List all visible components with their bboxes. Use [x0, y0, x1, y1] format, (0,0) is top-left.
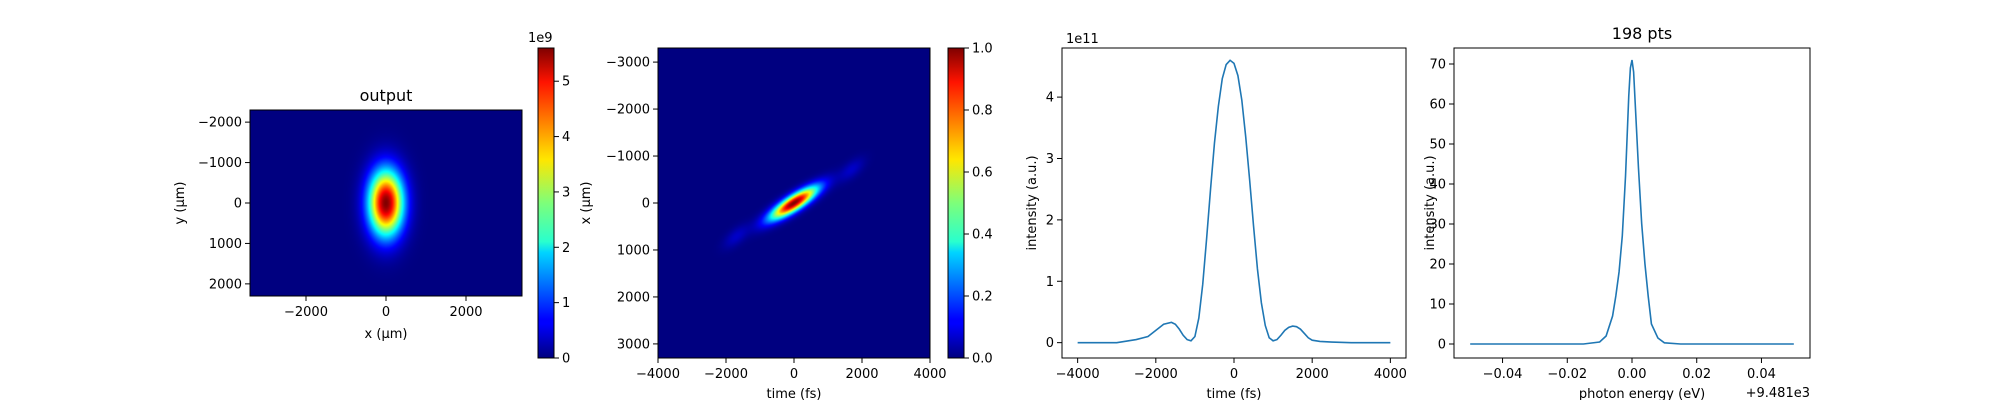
colorbar-tick-label: 0.6 [972, 166, 993, 181]
x-tick-label: 0.00 [1618, 367, 1647, 382]
colorbar-tick-label: 0.0 [972, 352, 993, 367]
y-tick-label: 20 [1429, 258, 1446, 273]
y-tick-label: 3000 [617, 337, 650, 352]
x-tick-label: 2000 [1296, 367, 1329, 382]
panel-time-intensity: −4000 −2000 0 2000 4000 0 1 2 3 4 1e11 time (fs)… [1025, 32, 1407, 400]
colorbar-tick-label: 0 [562, 352, 570, 367]
x-tick-label: 4000 [913, 367, 946, 382]
x-tick-label: −0.02 [1547, 367, 1587, 382]
panel2-y-ticks: −3000 −2000 −1000 0 1000 2000 3000 [606, 56, 658, 352]
x-tick-label: −2000 [704, 367, 748, 382]
panel-spectrum: 198 pts −0.04 −0.02 0.00 0.02 0.04 0 10 20 30 40… [1423, 24, 1811, 400]
panel4-x-ticks: −0.04 −0.02 0.00 0.02 0.04 [1483, 358, 1776, 382]
colorbar-tick-label: 5 [562, 75, 570, 90]
y-tick-label: 0 [1438, 338, 1446, 353]
x-tick-label: 4000 [1374, 367, 1407, 382]
x-tick-label: 0 [790, 367, 798, 382]
panel3-ylabel: intensity (a.u.) [1025, 155, 1040, 250]
panel2-xlabel: time (fs) [767, 387, 822, 400]
y-tick-label: 0 [642, 197, 650, 212]
panel3-x-ticks: −4000 −2000 0 2000 4000 [1056, 358, 1407, 382]
y-tick-label: 0 [1046, 336, 1054, 351]
colorbar-tick-label: 2 [562, 241, 570, 256]
colorbar2 [947, 47, 965, 359]
y-tick-label: 40 [1429, 178, 1446, 193]
colorbar-tick-label: 1.0 [972, 42, 993, 57]
y-tick-label: 3 [1046, 152, 1054, 167]
panel2-x-ticks: −4000 −2000 0 2000 4000 [636, 358, 947, 382]
output-beam-image [250, 110, 522, 296]
y-tick-label: −2000 [606, 103, 650, 118]
y-tick-label: 2 [1046, 213, 1054, 228]
panel4-y-ticks: 0 10 20 30 40 50 60 70 [1429, 58, 1454, 353]
x-tick-label: 0.04 [1747, 367, 1776, 382]
panel1-title: output [360, 86, 413, 105]
x-tick-label: −2000 [1134, 367, 1178, 382]
colorbar1 [537, 47, 555, 359]
y-tick-label: 2000 [209, 277, 242, 292]
x-tick-label: 0 [382, 305, 390, 320]
x-tick-label: −4000 [636, 367, 680, 382]
panel3-frame [1061, 47, 1407, 359]
y-tick-label: −1000 [198, 156, 242, 171]
x-tick-label: −0.04 [1483, 367, 1523, 382]
x-tick-label: −2000 [284, 305, 328, 320]
spectrum-line [1470, 59, 1794, 345]
x-tick-label: 2000 [449, 305, 482, 320]
panel3-y-ticks: 0 1 2 3 4 [1046, 91, 1062, 351]
panel4-xlabel: photon energy (eV) [1579, 387, 1705, 400]
panel4-offset-text: +9.481e3 [1746, 386, 1810, 400]
x-tick-label: 0.02 [1682, 367, 1711, 382]
colorbar1-offset-text: 1e9 [528, 31, 553, 46]
colorbar-tick-label: 4 [562, 130, 570, 145]
panel3-offset-text: 1e11 [1066, 32, 1099, 47]
panel4-frame [1453, 47, 1811, 359]
time-intensity-line [1077, 59, 1391, 344]
panel1-x-ticks: −2000 0 2000 [284, 296, 483, 320]
y-tick-label: 1000 [209, 237, 242, 252]
y-tick-label: 70 [1429, 58, 1446, 73]
y-tick-label: 2000 [617, 290, 650, 305]
panel1-xlabel: x (μm) [365, 327, 408, 342]
colorbar-tick-label: 1 [562, 296, 570, 311]
y-tick-label: −1000 [606, 150, 650, 165]
colorbar-tick-label: 0.4 [972, 228, 993, 243]
colorbar1-ticks: 0 1 2 3 4 5 [554, 75, 570, 367]
colorbar-tick-label: 0.2 [972, 290, 993, 305]
panel1-y-ticks: −2000 −1000 0 1000 2000 [198, 116, 250, 292]
colorbar-tick-label: 0.8 [972, 104, 993, 119]
y-tick-label: 0 [234, 197, 242, 212]
panel2-ylabel: x (μm) [579, 182, 594, 225]
y-tick-label: 10 [1429, 298, 1446, 313]
y-tick-label: 1000 [617, 243, 650, 258]
y-tick-label: 1 [1046, 275, 1054, 290]
panel1-ylabel: y (μm) [173, 182, 188, 225]
time-x-image [658, 48, 930, 358]
x-tick-label: 0 [1230, 367, 1238, 382]
y-tick-label: 50 [1429, 138, 1446, 153]
x-tick-label: −4000 [1056, 367, 1100, 382]
panel3-xlabel: time (fs) [1207, 387, 1262, 400]
y-tick-label: 60 [1429, 98, 1446, 113]
panel4-title: 198 pts [1612, 24, 1672, 43]
colorbar2-ticks: 0.0 0.2 0.4 0.6 0.8 1.0 [964, 42, 993, 367]
panel-time-x-heatmap: −4000 −2000 0 2000 4000 −3000 −2000 −1000 0 1000… [579, 42, 993, 400]
panel4-ylabel: intensity (a.u.) [1423, 155, 1438, 250]
panel-output-heatmap: output −2000 0 2000 −2000 −1000 0 1000 2000 x … [173, 31, 570, 367]
y-tick-label: −3000 [606, 56, 650, 71]
x-tick-label: 2000 [845, 367, 878, 382]
y-tick-label: 30 [1429, 218, 1446, 233]
y-tick-label: 4 [1046, 91, 1054, 106]
y-tick-label: −2000 [198, 116, 242, 131]
colorbar-tick-label: 3 [562, 185, 570, 200]
